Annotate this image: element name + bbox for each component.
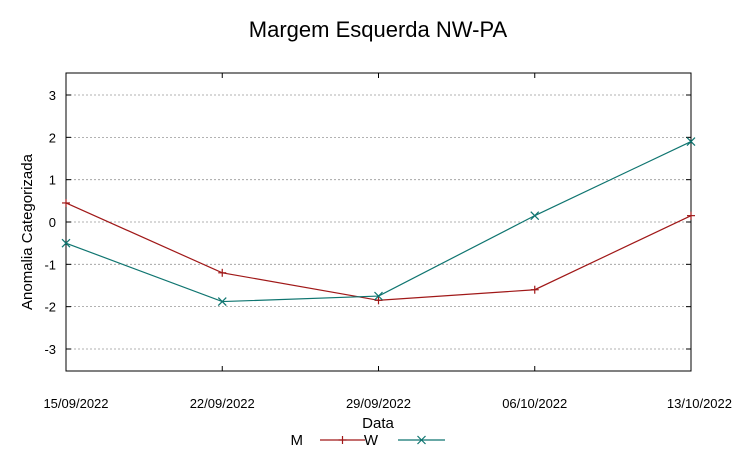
legend-marker-W bbox=[417, 435, 426, 445]
y-axis-ticks: 3 2 1 0 -1 -2 -3 bbox=[44, 88, 691, 357]
data-point-M bbox=[687, 211, 695, 220]
series-line-W bbox=[65, 141, 692, 303]
x-axis-ticks: 15/09/2022 22/09/2022 29/09/2022 06/10/2022… bbox=[43, 73, 732, 411]
data-point-M bbox=[62, 198, 70, 207]
y-tick-label: -1 bbox=[44, 257, 56, 272]
data-point-M bbox=[374, 296, 383, 305]
y-tick-label: 1 bbox=[49, 173, 56, 188]
y-tick-label: 3 bbox=[49, 88, 56, 103]
grid bbox=[66, 94, 691, 350]
x-axis-label: Data bbox=[362, 415, 394, 432]
legend-label-W: W bbox=[364, 432, 379, 449]
chart-title: Margem Esquerda NW-PA bbox=[249, 17, 508, 42]
legend-label-M: M bbox=[291, 432, 304, 449]
x-tick-label: 29/09/2022 bbox=[346, 396, 411, 411]
y-tick-label: 0 bbox=[49, 215, 56, 230]
x-tick-label: 15/09/2022 bbox=[43, 396, 108, 411]
data-point-W bbox=[686, 137, 696, 146]
data-point-W bbox=[217, 297, 227, 307]
data-point-W bbox=[61, 238, 71, 248]
x-tick-label: 22/09/2022 bbox=[190, 396, 255, 411]
data-point-W bbox=[530, 211, 540, 221]
x-tick-label: 06/10/2022 bbox=[502, 396, 567, 411]
y-tick-label: 2 bbox=[49, 130, 56, 145]
y-tick-label: -3 bbox=[44, 342, 56, 357]
data-point-W bbox=[374, 291, 383, 301]
data-point-M bbox=[218, 268, 227, 277]
data-point-M bbox=[530, 285, 539, 294]
legend-marker-M bbox=[338, 436, 347, 444]
series bbox=[61, 137, 696, 307]
y-axis-label: Anomalia Categorizada bbox=[19, 153, 36, 310]
x-tick-label: 13/10/2022 bbox=[667, 396, 732, 411]
y-tick-label: -2 bbox=[44, 300, 56, 315]
series-line-M bbox=[65, 202, 692, 301]
